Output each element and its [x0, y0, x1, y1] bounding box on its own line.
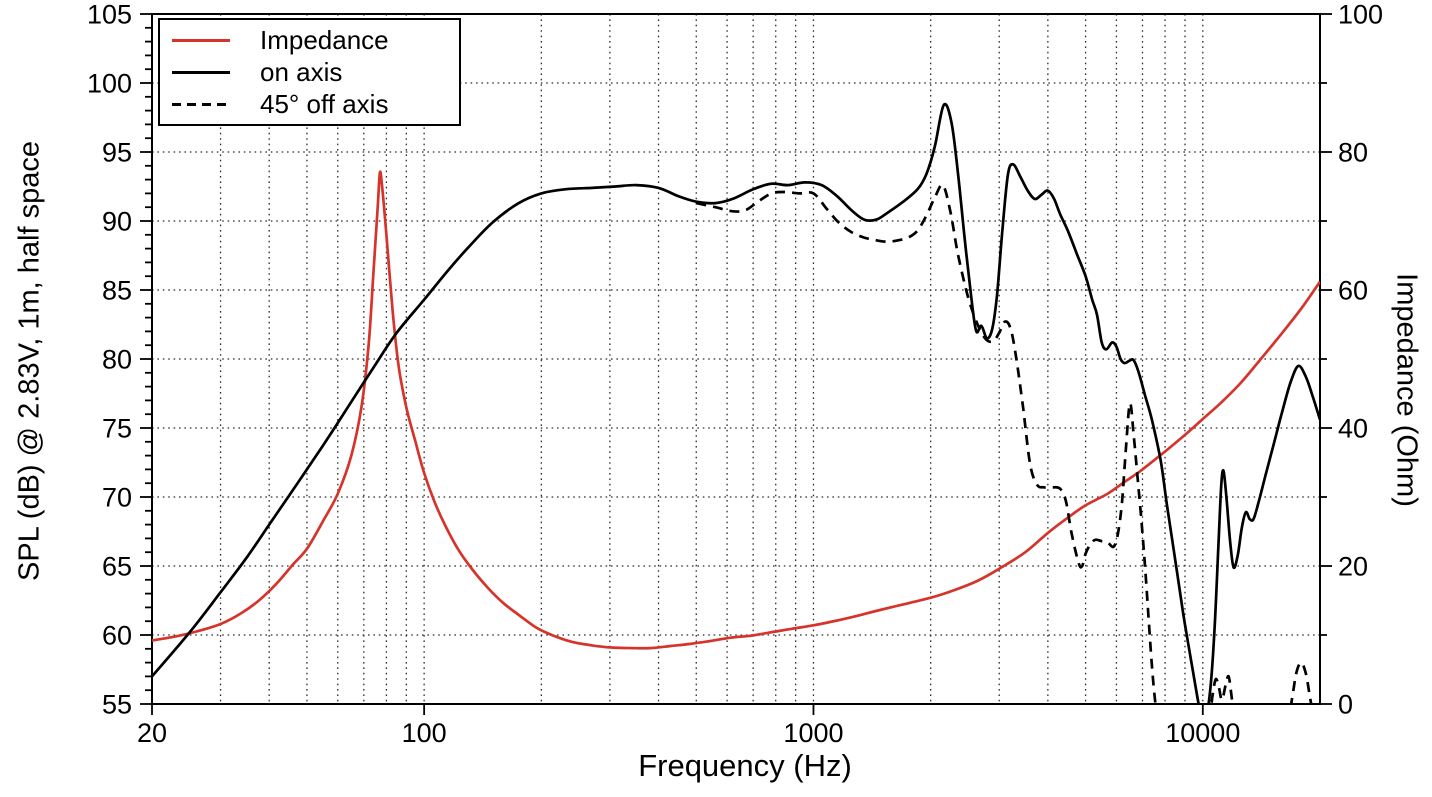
right-tick-label: 40	[1338, 413, 1368, 443]
curve-impedance	[152, 170, 1320, 650]
left-tick-label: 55	[102, 689, 132, 719]
right-tick-label: 60	[1338, 275, 1368, 305]
x-tick-label: 100	[402, 718, 447, 748]
y-axis-right-title: Impedance (Ohm)	[1390, 273, 1423, 507]
curve-on-axis	[152, 102, 1320, 704]
right-tick-label: 100	[1338, 0, 1383, 29]
legend-45-off-axis-line-swatch	[172, 102, 230, 106]
tick-labels: 55 60 65 70 75 80 85 90 95 100 105 0 20 40 60 80 100 20 10…	[87, 0, 1383, 748]
legend-impedance-line-swatch	[172, 38, 230, 42]
grid	[152, 14, 1320, 704]
left-tick-label: 95	[102, 137, 132, 167]
legend: Impedance on axis 45° off axis	[158, 18, 461, 126]
left-tick-label: 70	[102, 482, 132, 512]
y-axis-left-title: SPL (dB) @ 2.83V, 1m, half space	[13, 141, 46, 581]
left-tick-label: 75	[102, 413, 132, 443]
curves	[152, 102, 1320, 704]
curve-45-off-axis	[696, 183, 1313, 704]
left-tick-label: 60	[102, 620, 132, 650]
left-tick-label: 65	[102, 551, 132, 581]
x-tick-label: 20	[137, 718, 167, 748]
right-tick-label: 0	[1338, 689, 1353, 719]
left-tick-label: 105	[87, 0, 132, 29]
x-axis-title: Frequency (Hz)	[638, 748, 852, 783]
legend-impedance-label: Impedance	[260, 25, 389, 55]
legend-item-on-axis: on axis	[160, 56, 459, 88]
legend-on-axis-line-swatch	[172, 70, 230, 74]
right-tick-label: 80	[1338, 137, 1368, 167]
left-tick-label: 85	[102, 275, 132, 305]
legend-item-45-off-axis: 45° off axis	[160, 88, 459, 120]
legend-45-off-axis-label: 45° off axis	[260, 89, 389, 119]
x-tick-label: 1000	[783, 718, 843, 748]
axis-ticks	[140, 13, 1332, 715]
legend-on-axis-label: on axis	[260, 57, 343, 87]
left-tick-label: 100	[87, 68, 132, 98]
legend-item-impedance: Impedance	[160, 24, 459, 56]
left-tick-label: 90	[102, 206, 132, 236]
right-tick-label: 20	[1338, 551, 1368, 581]
left-tick-label: 80	[102, 344, 132, 374]
x-tick-label: 10000	[1165, 718, 1240, 748]
